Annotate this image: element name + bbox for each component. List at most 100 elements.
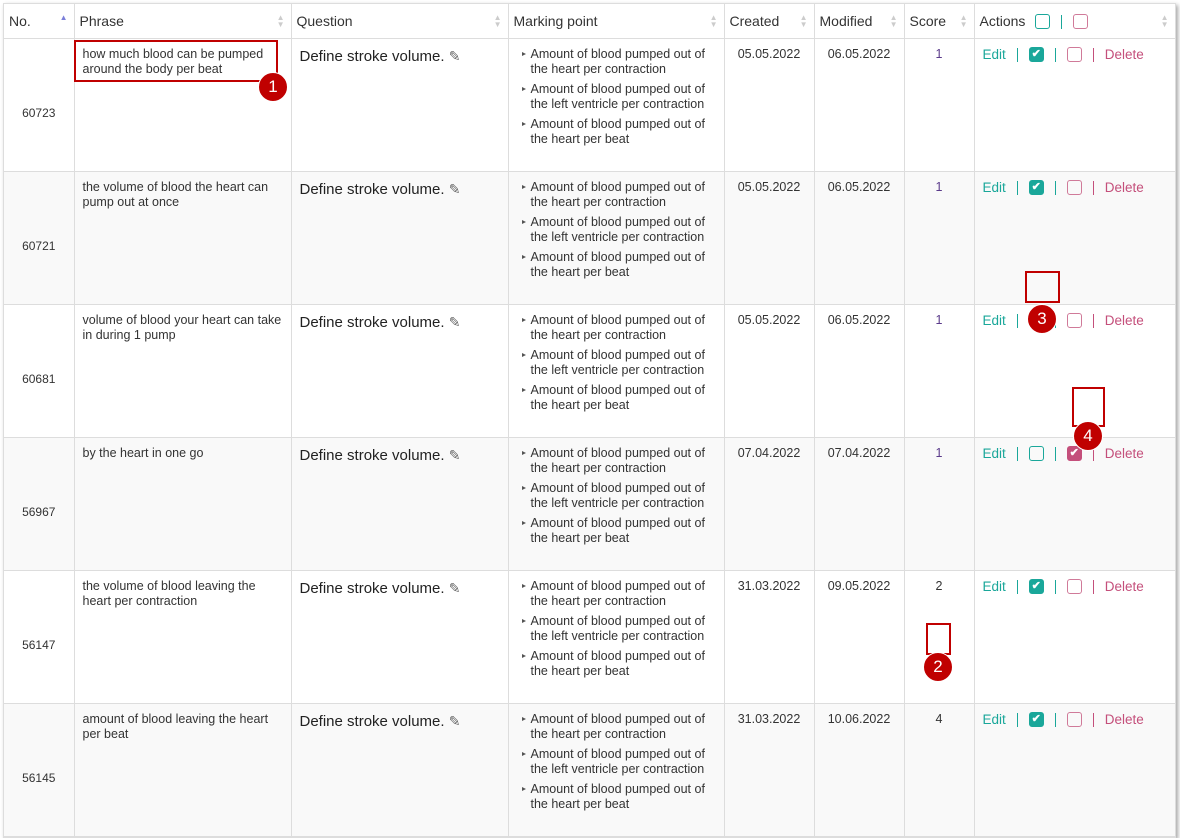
row-number: 60721 <box>4 171 75 305</box>
marking-point-item: Amount of blood pumped out of the left v… <box>521 747 721 777</box>
column-label: Modified <box>819 13 873 29</box>
phrase-cell: amount of blood leaving the heart per be… <box>74 703 292 837</box>
reject-checkbox[interactable] <box>1066 712 1082 727</box>
created-date: 07.04.2022 <box>724 437 815 571</box>
question-text: Define stroke volume. <box>299 48 445 65</box>
column-header-no[interactable]: No. ▲ <box>4 4 75 39</box>
approve-checkbox[interactable] <box>1028 446 1044 461</box>
row-number: 60723 <box>4 38 75 172</box>
annotation-badge-3: 3 <box>1027 304 1057 334</box>
marking-point-item: Amount of blood pumped out of the heart … <box>521 782 721 812</box>
score: 1 <box>904 437 975 571</box>
delete-link[interactable]: Delete <box>1104 180 1144 195</box>
edit-link[interactable]: Edit <box>982 446 1006 461</box>
reject-checkbox[interactable] <box>1066 579 1082 594</box>
marking-point-cell: Amount of blood pumped out of the heart … <box>508 38 725 172</box>
marking-point-item: Amount of blood pumped out of the heart … <box>521 313 721 343</box>
delete-link[interactable]: Delete <box>1104 446 1144 461</box>
phrase-cell: the volume of blood leaving the heart pe… <box>74 570 292 704</box>
marking-point-cell: Amount of blood pumped out of the heart … <box>508 437 725 571</box>
column-header-actions[interactable]: Actions ▲ ▼ <box>974 4 1176 39</box>
edit-link[interactable]: Edit <box>982 47 1006 62</box>
question-text: Define stroke volume. <box>299 447 445 464</box>
sort-asc-icon[interactable]: ▲ <box>59 13 68 22</box>
marking-point-item: Amount of blood pumped out of the left v… <box>521 614 721 644</box>
edit-link[interactable]: Edit <box>982 313 1006 328</box>
approve-checkbox[interactable]: ✔ <box>1028 180 1044 195</box>
column-header-phrase[interactable]: Phrase ▲ ▼ <box>74 4 292 39</box>
question-text: Define stroke volume. <box>299 580 445 597</box>
annotation-badge-2: 2 <box>923 652 953 682</box>
score: 1 <box>904 304 975 438</box>
edit-link[interactable]: Edit <box>982 180 1006 195</box>
marking-point-item: Amount of blood pumped out of the heart … <box>521 712 721 742</box>
sort-icon[interactable]: ▲ ▼ <box>889 13 898 29</box>
question-cell: Define stroke volume. ✎ <box>291 703 509 837</box>
approve-checkbox[interactable]: ✔ <box>1028 579 1044 594</box>
column-label: Marking point <box>513 13 598 29</box>
column-header-score[interactable]: Score ▲ ▼ <box>904 4 975 39</box>
actions-cell: Edit ✔ Delete <box>974 570 1176 704</box>
column-header-modified[interactable]: Modified ▲ ▼ <box>814 4 905 39</box>
select-all-teal-checkbox[interactable] <box>1035 14 1051 30</box>
table-row: 60723 how much blood can be pumped aroun… <box>4 38 1176 172</box>
sort-icon[interactable]: ▲ ▼ <box>959 13 968 29</box>
column-label: Actions <box>979 12 1026 29</box>
delete-link[interactable]: Delete <box>1104 313 1144 328</box>
row-number: 56147 <box>4 570 75 704</box>
sort-icon[interactable]: ▲ ▼ <box>276 13 285 29</box>
select-all-pink-checkbox[interactable] <box>1073 14 1089 30</box>
edit-link[interactable]: Edit <box>982 579 1006 594</box>
question-cell: Define stroke volume. ✎ <box>291 304 509 438</box>
row-number: 60681 <box>4 304 75 438</box>
approve-checkbox[interactable]: ✔ <box>1028 712 1044 727</box>
modified-date: 06.05.2022 <box>814 304 905 438</box>
sort-icon[interactable]: ▲ ▼ <box>799 13 808 29</box>
question-cell: Define stroke volume. ✎ <box>291 38 509 172</box>
phrase-cell: volume of blood your heart can take in d… <box>74 304 292 438</box>
marking-point-item: Amount of blood pumped out of the left v… <box>521 481 721 511</box>
pencil-icon[interactable]: ✎ <box>448 580 461 596</box>
delete-link[interactable]: Delete <box>1104 47 1144 62</box>
question-cell: Define stroke volume. ✎ <box>291 570 509 704</box>
column-label: Created <box>729 13 780 29</box>
delete-link[interactable]: Delete <box>1104 579 1144 594</box>
column-header-marking-point[interactable]: Marking point ▲ ▼ <box>508 4 725 39</box>
table-row: 60681 volume of blood your heart can tak… <box>4 304 1176 438</box>
modified-date: 10.06.2022 <box>814 703 905 837</box>
delete-link[interactable]: Delete <box>1104 712 1144 727</box>
phrases-table-container: No. ▲ Phrase ▲ ▼ Question ▲ ▼ Marking point ▲ ▼ Cre… <box>3 3 1176 838</box>
annotation-box-1 <box>74 40 278 82</box>
check-icon: ✔ <box>1031 48 1041 60</box>
pencil-icon[interactable]: ✎ <box>448 181 461 197</box>
marking-point-item: Amount of blood pumped out of the left v… <box>521 348 721 378</box>
pencil-icon[interactable]: ✎ <box>448 713 461 729</box>
sort-icon[interactable]: ▲ ▼ <box>1160 13 1169 29</box>
reject-checkbox[interactable] <box>1066 180 1082 195</box>
pencil-icon[interactable]: ✎ <box>448 314 461 330</box>
created-date: 31.03.2022 <box>724 703 815 837</box>
marking-point-item: Amount of blood pumped out of the heart … <box>521 180 721 210</box>
annotation-box-2 <box>926 623 951 655</box>
reject-checkbox[interactable] <box>1066 313 1082 328</box>
marking-point-item: Amount of blood pumped out of the left v… <box>521 82 721 112</box>
marking-point-item: Amount of blood pumped out of the left v… <box>521 215 721 245</box>
column-header-question[interactable]: Question ▲ ▼ <box>291 4 509 39</box>
modified-date: 07.04.2022 <box>814 437 905 571</box>
annotation-badge-1: 1 <box>258 72 288 102</box>
column-header-created[interactable]: Created ▲ ▼ <box>724 4 815 39</box>
reject-checkbox[interactable]: ✔ <box>1066 446 1082 461</box>
approve-checkbox[interactable]: ✔ <box>1028 47 1044 62</box>
pencil-icon[interactable]: ✎ <box>448 48 461 64</box>
modified-date: 09.05.2022 <box>814 570 905 704</box>
pencil-icon[interactable]: ✎ <box>448 447 461 463</box>
marking-point-item: Amount of blood pumped out of the heart … <box>521 649 721 679</box>
sort-icon[interactable]: ▲ ▼ <box>493 13 502 29</box>
marking-point-item: Amount of blood pumped out of the heart … <box>521 383 721 413</box>
edit-link[interactable]: Edit <box>982 712 1006 727</box>
sort-icon[interactable]: ▲ ▼ <box>709 13 718 29</box>
phrase-cell: how much blood can be pumped around the … <box>74 38 292 172</box>
reject-checkbox[interactable] <box>1066 47 1082 62</box>
score: 1 <box>904 38 975 172</box>
actions-cell: Edit ✔ Delete <box>974 38 1176 172</box>
